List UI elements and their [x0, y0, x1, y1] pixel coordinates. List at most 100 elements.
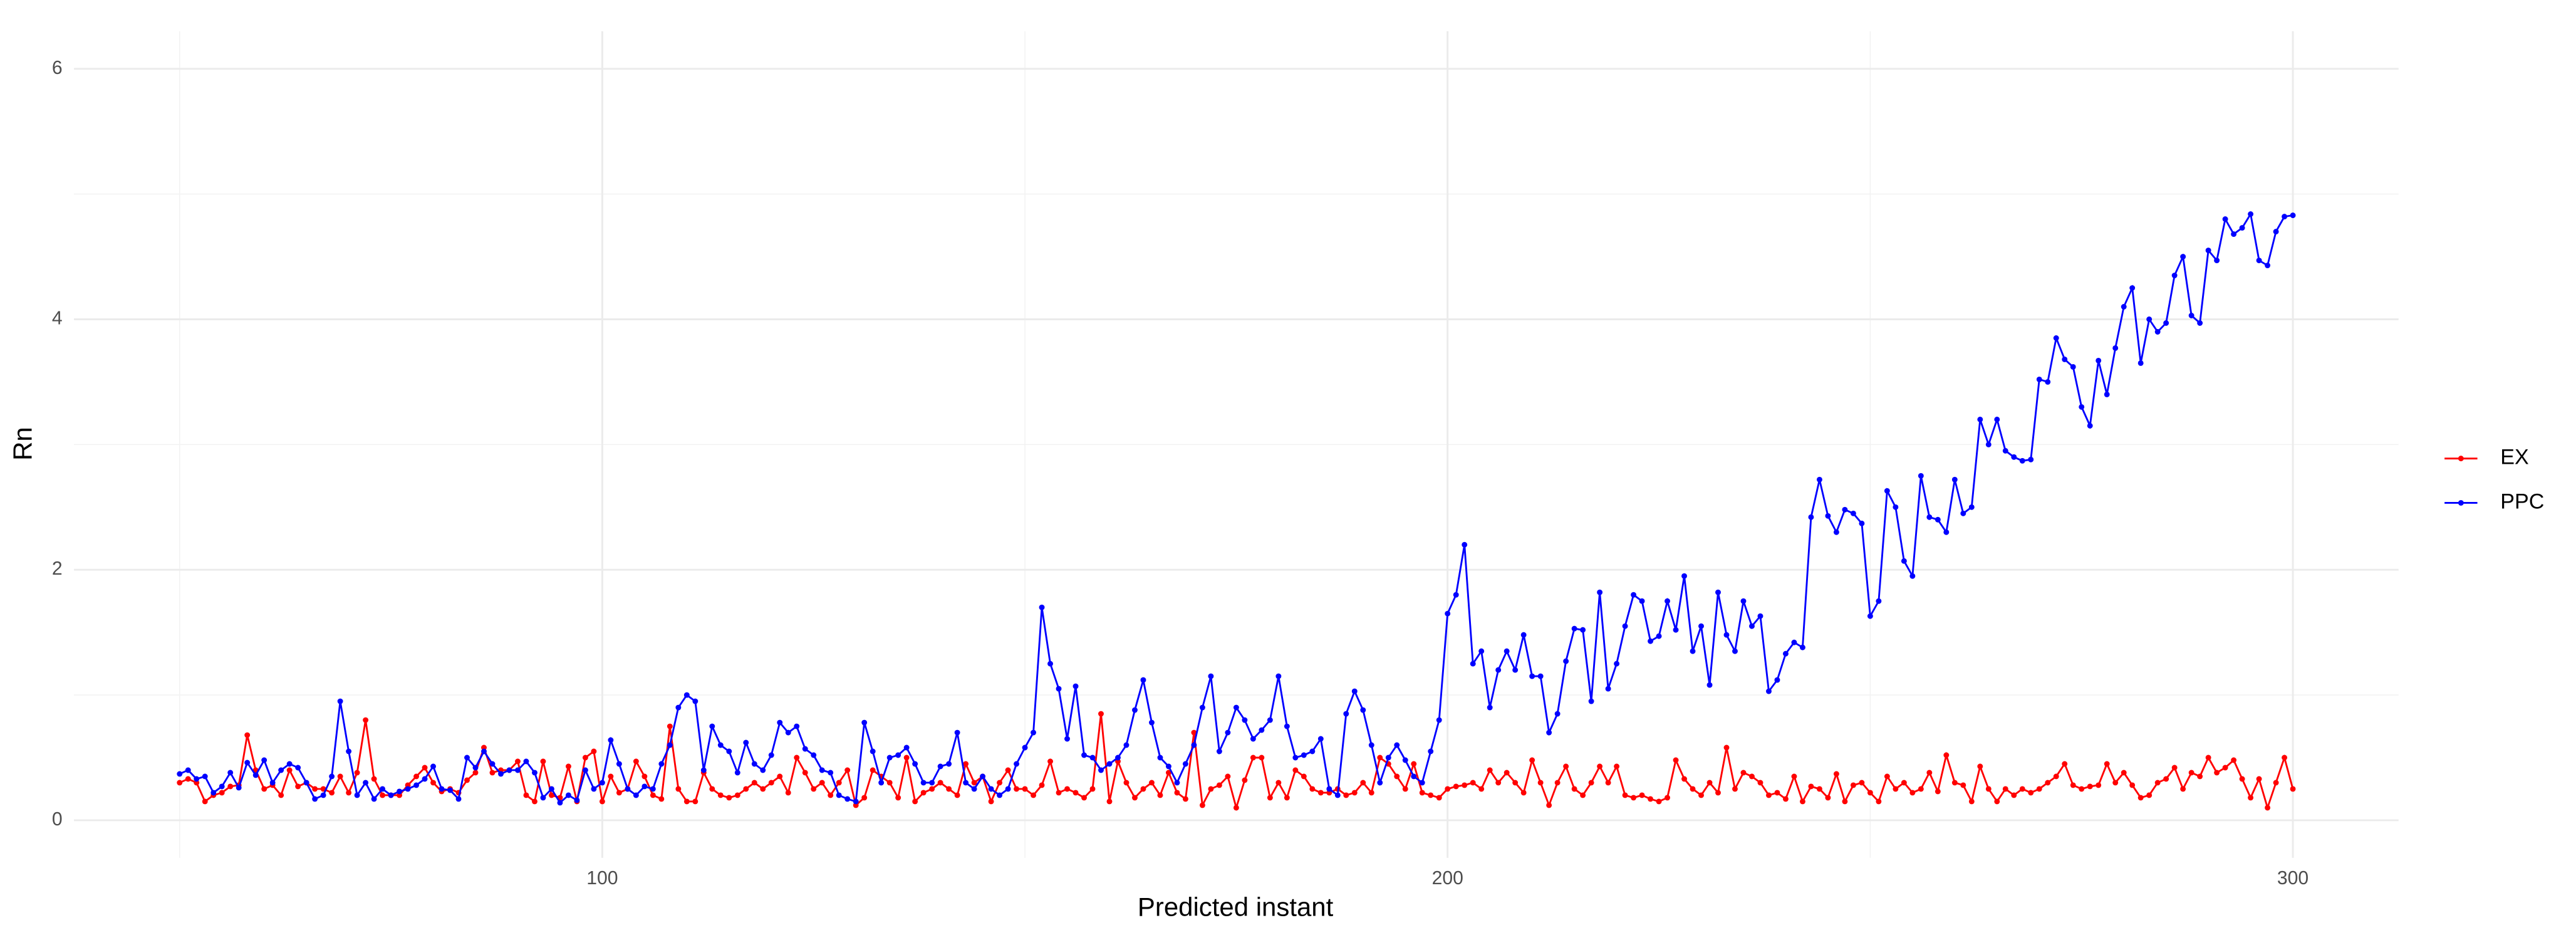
y-tick-label: 2	[52, 558, 63, 579]
data-point	[683, 798, 690, 805]
data-point	[1301, 773, 1307, 780]
data-point	[2231, 231, 2237, 238]
data-point	[946, 786, 952, 792]
data-point	[1512, 780, 1519, 786]
data-point	[1242, 717, 1248, 723]
data-point	[1951, 780, 1958, 786]
data-point	[1149, 780, 1155, 786]
data-point	[1893, 786, 1899, 792]
x-tick-label: 300	[2277, 868, 2309, 889]
data-point	[819, 780, 825, 786]
data-point	[1622, 792, 1628, 798]
data-point	[971, 780, 977, 786]
data-point	[1411, 761, 1417, 767]
data-point	[1698, 623, 1704, 629]
data-point	[844, 767, 851, 773]
data-point	[1985, 441, 1992, 447]
data-point	[599, 798, 605, 805]
data-point	[1537, 673, 1544, 679]
data-point	[1960, 782, 1966, 788]
data-point	[464, 755, 470, 761]
data-point	[1428, 792, 1434, 798]
data-point	[1174, 790, 1180, 796]
data-point	[836, 792, 842, 798]
data-point	[811, 752, 817, 758]
data-point	[1259, 727, 1265, 733]
data-point	[743, 739, 749, 746]
data-point	[2112, 780, 2119, 786]
data-point	[1047, 758, 1053, 765]
data-point	[2256, 776, 2262, 782]
data-point	[1317, 736, 1324, 742]
data-point	[2104, 391, 2110, 397]
data-point	[1909, 790, 1916, 796]
data-point	[2290, 786, 2296, 792]
data-point	[1157, 792, 1163, 798]
data-point	[912, 798, 918, 805]
data-point	[2265, 263, 2271, 269]
data-point	[1039, 604, 1045, 610]
data-point	[405, 786, 411, 792]
data-point	[785, 729, 791, 736]
data-point	[1267, 717, 1273, 723]
legend-label: EX	[2500, 446, 2529, 469]
data-point	[929, 780, 935, 786]
y-tick-label: 4	[52, 308, 63, 328]
data-point	[380, 786, 386, 792]
data-point	[760, 767, 766, 773]
data-point	[641, 773, 648, 780]
data-point	[616, 761, 622, 767]
data-point	[743, 786, 749, 792]
data-point	[1757, 780, 1763, 786]
data-point	[565, 792, 571, 798]
data-point	[455, 796, 462, 802]
data-point	[2019, 786, 2025, 792]
data-point	[1064, 786, 1070, 792]
data-point	[1495, 780, 1502, 786]
data-point	[422, 765, 428, 771]
data-point	[709, 723, 715, 729]
data-point	[1368, 742, 1374, 748]
legend: EX PPC	[2444, 446, 2544, 513]
data-point	[2222, 765, 2228, 771]
data-point	[2197, 773, 2203, 780]
data-point	[633, 792, 639, 798]
data-point	[1402, 786, 1408, 792]
data-point	[1191, 729, 1197, 736]
data-point	[886, 780, 893, 786]
data-point	[515, 767, 521, 773]
data-point	[1766, 792, 1772, 798]
data-point	[1529, 673, 1535, 679]
data-point	[1808, 783, 1814, 790]
data-point	[1673, 757, 1679, 763]
data-point	[1462, 782, 1468, 788]
data-point	[582, 767, 588, 773]
data-point	[1639, 792, 1645, 798]
data-point	[1918, 786, 1924, 792]
data-point	[1022, 786, 1028, 792]
data-point	[1056, 686, 1062, 692]
data-point	[531, 798, 538, 805]
data-point	[2028, 456, 2034, 462]
data-point	[1631, 592, 1637, 598]
data-point	[1605, 686, 1611, 692]
data-point	[1774, 677, 1780, 683]
data-point	[2002, 786, 2008, 792]
data-point	[1960, 510, 1966, 516]
data-point	[1867, 613, 1873, 619]
data-point	[346, 790, 352, 796]
data-point	[1546, 729, 1552, 736]
data-point	[1149, 719, 1155, 726]
y-axis-title: Rn	[8, 427, 37, 461]
data-point	[1317, 790, 1324, 796]
data-point	[1588, 780, 1594, 786]
data-point	[540, 758, 546, 765]
data-point	[2129, 782, 2136, 788]
data-point	[1106, 761, 1113, 767]
data-point	[608, 773, 614, 780]
data-point	[1681, 573, 1687, 579]
data-point	[1968, 798, 1975, 805]
data-point	[1411, 773, 1417, 780]
data-point	[853, 798, 859, 805]
data-point	[1199, 704, 1205, 711]
